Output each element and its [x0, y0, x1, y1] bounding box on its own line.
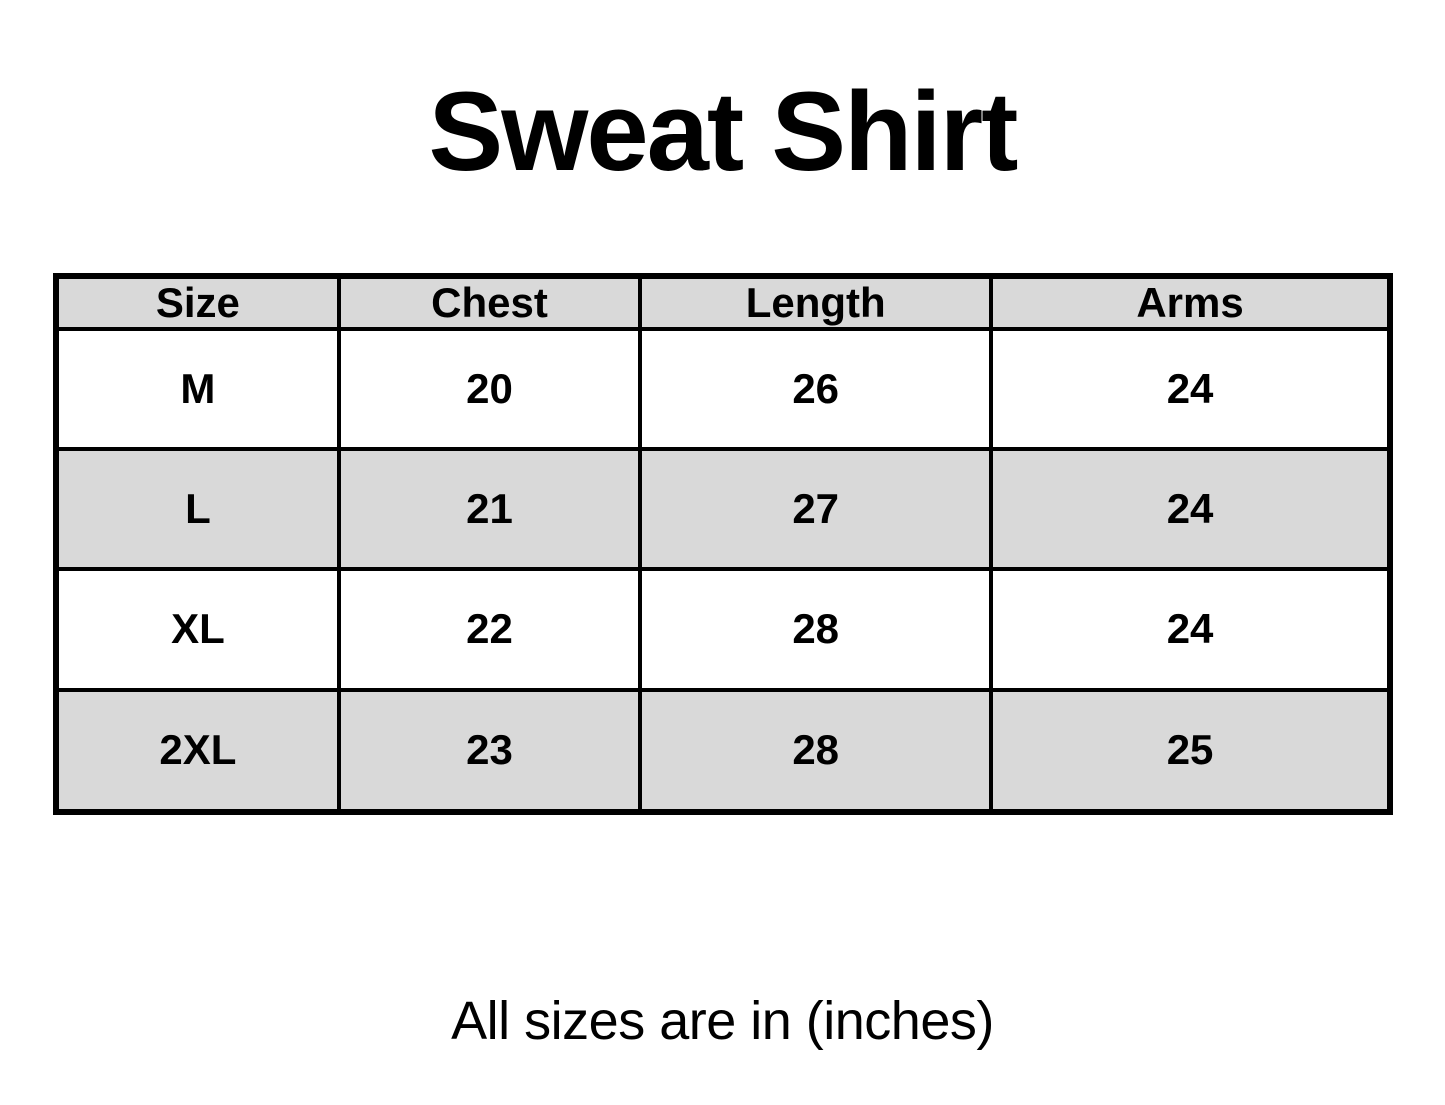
column-header-size: Size [54, 274, 341, 331]
page-title: Sweat Shirt [428, 69, 1019, 194]
cell-size: L [54, 447, 341, 572]
cell-length: 28 [638, 687, 994, 815]
units-note: All sizes are in (inches) [451, 991, 994, 1051]
cell-size: XL [54, 567, 341, 692]
cell-chest: 21 [336, 447, 643, 572]
column-header-arms: Arms [989, 274, 1392, 331]
cell-arms: 24 [989, 447, 1392, 572]
cell-chest: 20 [336, 326, 643, 452]
cell-arms: 25 [989, 687, 1392, 815]
cell-length: 27 [638, 447, 994, 572]
cell-chest: 22 [336, 567, 643, 692]
cell-arms: 24 [989, 567, 1392, 692]
cell-length: 26 [638, 326, 994, 452]
cell-size: M [54, 326, 341, 452]
column-header-length: Length [638, 274, 994, 331]
table-row-m: M 20 26 24 [54, 326, 1392, 452]
table-row-xl: XL 22 28 24 [54, 567, 1392, 692]
cell-length: 28 [638, 567, 994, 692]
cell-size: 2XL [54, 687, 341, 815]
cell-arms: 24 [989, 326, 1392, 452]
column-header-chest: Chest [336, 274, 643, 331]
table-row-l: L 21 27 24 [54, 447, 1392, 572]
table-row-2xl: 2XL 23 28 25 [54, 687, 1392, 815]
header-row: Size Chest Length Arms [54, 274, 1392, 331]
size-chart-table: Size Chest Length Arms M 20 26 24 L 21 2… [53, 273, 1393, 815]
cell-chest: 23 [336, 687, 643, 815]
